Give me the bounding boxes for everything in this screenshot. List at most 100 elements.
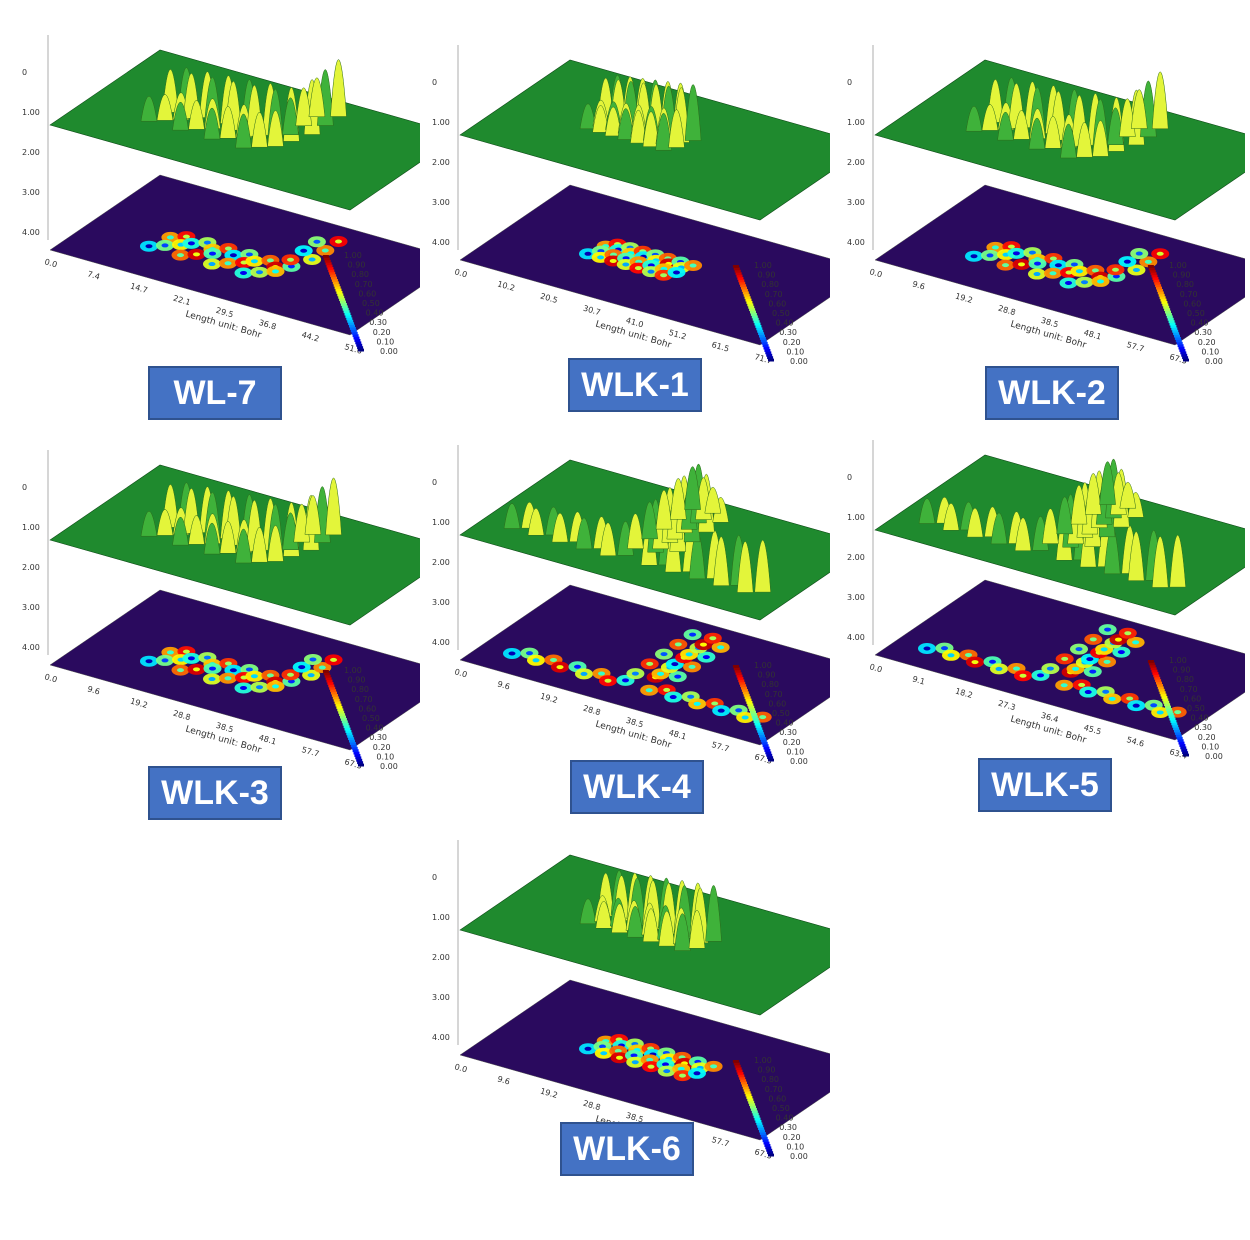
heatmap-core xyxy=(995,666,1003,671)
colorbar-segment xyxy=(742,291,749,295)
surface-peak xyxy=(575,517,593,550)
colorbar-segment xyxy=(334,701,341,705)
colorbar-tick-label: 0.60 xyxy=(768,1094,786,1103)
label-wl-7: WL-7 xyxy=(148,366,282,420)
colorbar-segment xyxy=(736,674,743,678)
x-tick-label: 61.5 xyxy=(711,340,731,354)
colorbar-segment xyxy=(1176,341,1183,345)
heatmap-core xyxy=(193,667,200,672)
z-tick-label: 0 xyxy=(22,483,27,492)
colorbar-segment xyxy=(743,693,750,697)
colorbar-tick-label: 0.90 xyxy=(1173,666,1191,675)
colorbar-segment xyxy=(736,274,743,278)
heatmap-core xyxy=(1132,703,1140,708)
x-tick-label: 27.3 xyxy=(997,699,1017,713)
heatmap-core xyxy=(1097,279,1104,284)
colorbar-segment xyxy=(732,665,739,668)
label-wlk-4: WLK-4 xyxy=(570,760,704,814)
colorbar-segment xyxy=(1169,322,1176,326)
colorbar-segment xyxy=(1174,337,1181,340)
colorbar-segment xyxy=(1163,305,1170,309)
colorbar-segment xyxy=(1182,751,1189,755)
heatmap-core xyxy=(661,1062,669,1067)
z-tick-label: 1.00 xyxy=(432,118,450,127)
colorbar-segment xyxy=(753,1115,760,1119)
heatmap-core xyxy=(584,251,592,256)
colorbar-tick-label: 0.00 xyxy=(790,357,808,365)
colorbar-tick-label: 1.00 xyxy=(344,666,362,675)
colorbar-segment xyxy=(328,269,335,273)
colorbar-segment xyxy=(748,1100,755,1104)
colorbar-segment xyxy=(345,315,352,318)
colorbar-tick-label: 0.20 xyxy=(373,743,391,752)
surface-plot: 01.002.003.004.000.010.220.530.741.051.2… xyxy=(432,45,830,365)
surface-plot: 01.002.003.004.000.09.619.228.838.548.15… xyxy=(22,450,420,770)
colorbar-tick-label: 0.80 xyxy=(351,685,369,694)
x-tick-label: 44.2 xyxy=(301,330,321,344)
x-tick-label: 9.6 xyxy=(911,279,926,291)
colorbar-segment xyxy=(1157,686,1164,690)
z-tick-label: 0 xyxy=(847,78,852,87)
heatmap-core xyxy=(663,1069,671,1074)
colorbar-segment xyxy=(1161,301,1168,304)
colorbar-segment xyxy=(759,337,766,340)
surface-peak xyxy=(966,507,984,538)
heatmap-core xyxy=(177,253,184,258)
x-tick-label: 48.1 xyxy=(258,733,278,747)
colorbar-segment xyxy=(754,1117,761,1121)
colorbar-segment xyxy=(745,1093,752,1097)
x-tick-label: 18.2 xyxy=(954,687,974,701)
panel-wlk-6: 01.002.003.004.000.09.619.228.838.548.15… xyxy=(430,820,830,1240)
colorbar-segment xyxy=(330,274,337,278)
colorbar-segment xyxy=(323,672,330,676)
colorbar-segment xyxy=(338,710,345,714)
panel-wl-7: 0 1.00 2.00 3.00 4.00 0.0 7.4 14.7 22.1 29.5 36.8 4… xyxy=(20,15,420,435)
colorbar-segment xyxy=(1176,736,1183,740)
x-tick-label: 28.8 xyxy=(172,709,192,723)
heatmap-core xyxy=(1081,280,1088,285)
heatmap-core xyxy=(1156,251,1164,256)
colorbar-segment xyxy=(750,313,757,316)
surface-peak xyxy=(325,477,342,536)
colorbar-segment xyxy=(749,1103,756,1107)
heatmap-core xyxy=(256,270,263,275)
colorbar-segment xyxy=(751,1110,758,1114)
colorbar-segment xyxy=(337,708,344,712)
colorbar-segment xyxy=(1181,353,1188,357)
colorbar-segment xyxy=(356,343,363,347)
surface-peak xyxy=(1119,482,1137,509)
colorbar-segment xyxy=(734,269,741,273)
colorbar-tick-label: 0.50 xyxy=(362,299,380,308)
colorbar-tick-label: 0.30 xyxy=(1194,328,1212,337)
heatmap-core xyxy=(272,269,279,274)
colorbar-segment xyxy=(748,305,755,309)
heatmap-core xyxy=(1037,673,1044,678)
panel-wlk-4: 0 1.00 2.00 3.00 4.00 0.0 9.6 19.2 28.8 38.5 48.1 5… xyxy=(430,425,830,845)
heatmap-core xyxy=(1124,631,1132,636)
z-tick-label: 3.00 xyxy=(22,603,40,612)
colorbar-segment xyxy=(324,674,331,678)
z-tick-label: 2.00 xyxy=(432,558,450,567)
x-tick-label: 28.8 xyxy=(997,304,1017,318)
heatmap-core xyxy=(1089,669,1097,674)
heatmap-core xyxy=(245,667,253,672)
colorbar-segment xyxy=(737,277,744,280)
colorbar-segment xyxy=(768,358,774,362)
heatmap-core xyxy=(224,261,232,266)
surface-peak xyxy=(1056,496,1073,535)
colorbar-tick-label: 0.20 xyxy=(373,328,391,337)
colorbar-segment xyxy=(746,701,753,704)
label-wlk-6: WLK-6 xyxy=(560,1122,694,1176)
colorbar-segment xyxy=(356,758,363,762)
colorbar-segment xyxy=(357,761,364,765)
heatmap-core xyxy=(1132,640,1140,645)
colorbar-tick-label: 0.60 xyxy=(358,289,376,298)
colorbar-segment xyxy=(336,291,343,294)
colorbar-segment xyxy=(1173,727,1180,731)
colorbar-segment xyxy=(747,703,754,707)
surface-peak xyxy=(579,898,597,925)
colorbar-segment xyxy=(1159,296,1166,300)
heatmap-core xyxy=(711,701,719,706)
panel-wlk-2: 0 1.00 2.00 3.00 4.00 0.0 9.6 19.2 28.8 38.5 48.1 5… xyxy=(845,25,1245,445)
colorbar-segment xyxy=(1168,715,1175,719)
